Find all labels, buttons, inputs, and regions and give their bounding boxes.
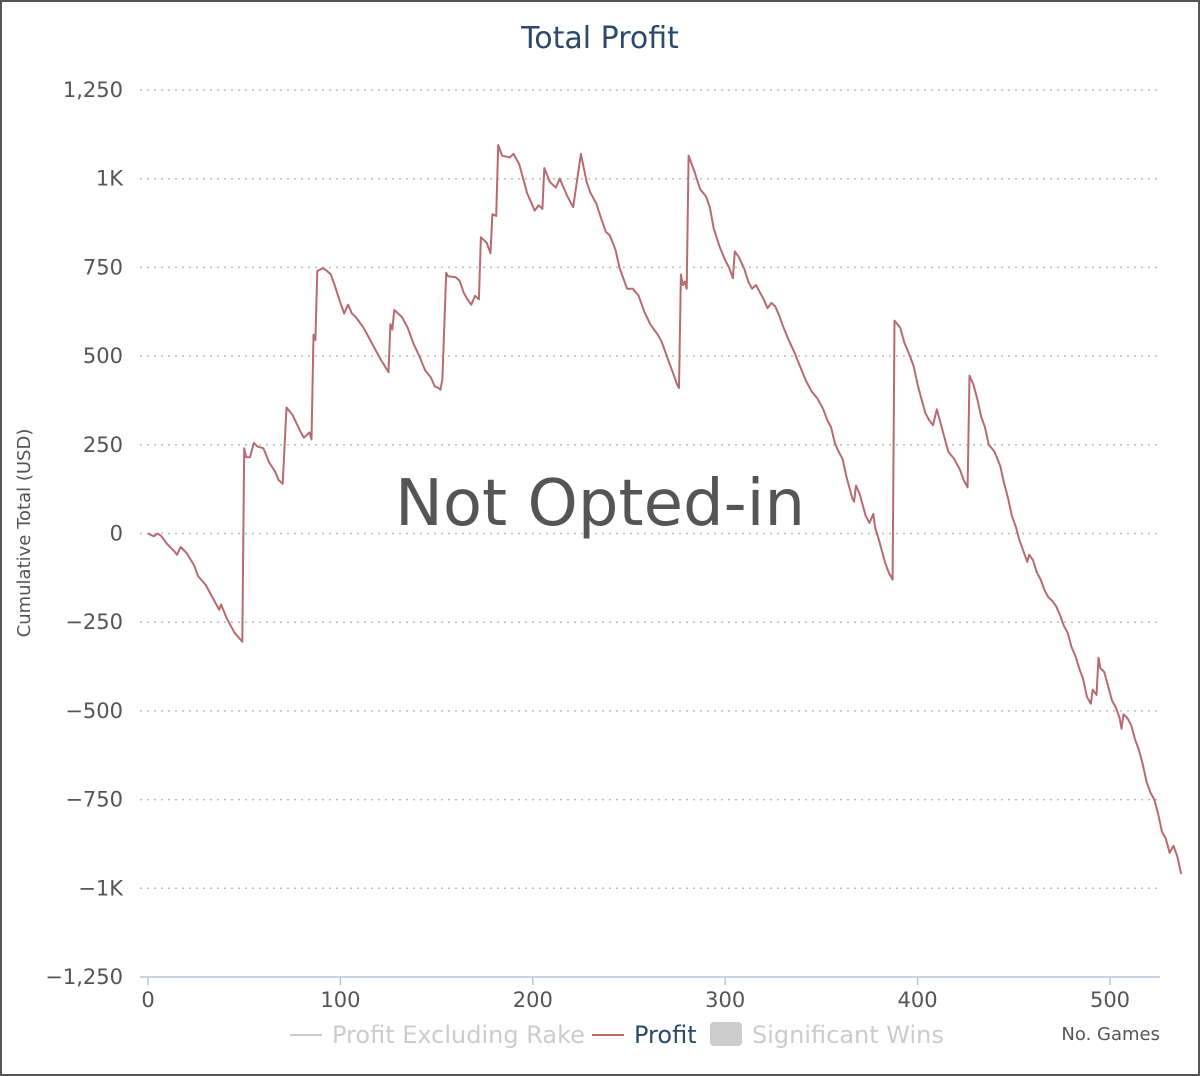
legend-item-significant-wins[interactable]: Significant Wins [710, 1021, 944, 1049]
legend-box-icon [710, 1022, 742, 1046]
series-layer [147, 144, 1183, 875]
legend-label-profit: Profit [634, 1021, 697, 1049]
legend-label-significant-wins: Significant Wins [752, 1021, 944, 1049]
x-tick-label: 100 [320, 988, 360, 1012]
y-tick-label: 1K [96, 167, 124, 191]
x-tick-label: 300 [705, 988, 745, 1012]
y-axis-label: Cumulative Total (USD) [14, 429, 35, 638]
y-tick-label: 0 [110, 522, 123, 546]
legend-item-profit-excluding-rake[interactable]: Profit Excluding Rake [290, 1021, 585, 1049]
y-tick-label: −250 [65, 610, 123, 634]
x-tick-label: 0 [141, 988, 154, 1012]
grid-lines [140, 89, 1160, 890]
not-opted-in-watermark: Not Opted-in [395, 467, 805, 541]
legend: Profit Excluding Rake Profit Significant… [290, 1021, 944, 1049]
x-axis-ticks: 0 100 200 300 400 500 [141, 977, 1130, 1012]
y-tick-label: 500 [83, 344, 123, 368]
y-tick-label: 1,250 [63, 78, 123, 102]
legend-label-profit-excluding-rake: Profit Excluding Rake [332, 1021, 585, 1049]
y-tick-label: −500 [65, 699, 123, 723]
y-axis-ticks: 1,250 1K 750 500 250 0 −250 −500 −750 −1K −1,250 [45, 78, 124, 989]
y-tick-label: 250 [83, 433, 123, 457]
legend-item-profit[interactable]: Profit [592, 1021, 697, 1049]
x-tick-label: 200 [513, 988, 553, 1012]
y-tick-label: −750 [65, 788, 123, 812]
x-tick-label: 400 [898, 988, 938, 1012]
chart-title: Total Profit [520, 21, 679, 56]
x-tick-label: 500 [1090, 988, 1130, 1012]
y-tick-label: 750 [83, 255, 123, 279]
series-line-profit [147, 144, 1183, 875]
y-tick-label: −1K [78, 876, 124, 900]
x-axis-label: No. Games [1061, 1024, 1160, 1045]
y-tick-label: −1,250 [45, 965, 123, 989]
